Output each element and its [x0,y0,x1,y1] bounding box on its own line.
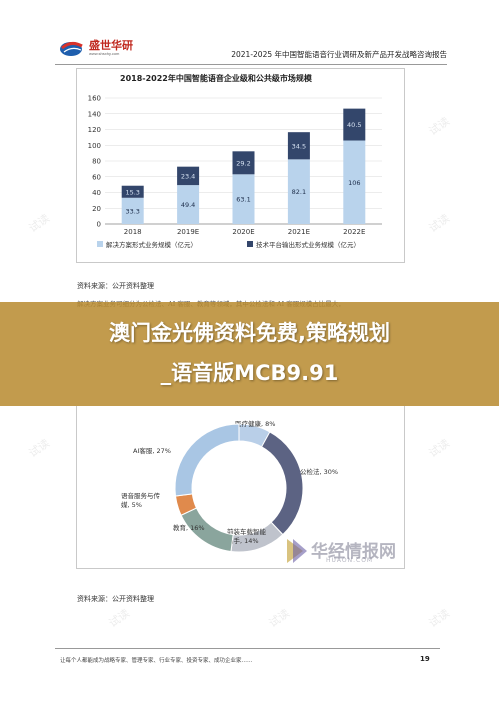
legend-swatch-platform [247,241,253,247]
bar-data-label: 49.4 [181,201,195,209]
y-tick-label: 20 [92,205,101,213]
y-tick-label: 120 [88,126,101,134]
bar-segment-platform [287,132,310,160]
donut-slice [260,431,304,536]
company-logo: 盛世华研 www.shsxhy.com [59,36,169,60]
trial-watermark: 试读 [426,211,453,236]
x-tick-label: 2022E [343,228,365,236]
logo-globe-icon [60,41,83,56]
banner-title-line-1: 澳门金光佛资料免费,策略规划 [109,321,390,345]
banner-title-line-2: _语音版MCB9.91 [160,361,339,385]
logo-name: 盛世华研 [89,39,133,52]
donut-slice-label: 语音服务与传 [121,491,161,500]
source-note-1: 资料来源：公开资料整理 [77,282,154,290]
donut-slice [174,423,240,497]
y-tick-label: 80 [92,158,101,166]
x-tick-label: 2018 [124,228,142,236]
title-banner: 澳门金光佛资料免费,策略规划 _语音版MCB9.91 [0,302,499,406]
donut-slice-label: 助手, 14% [227,536,259,545]
trial-watermark: 试读 [26,436,53,461]
huajing-watermark-en: HUAON.COM [326,557,374,564]
legend-label-solution: 解决方案形式业务规模（亿元） [106,240,197,249]
legend-swatch-solution [97,241,103,247]
bar-segment-platform [343,108,366,141]
bar-segment-solution [232,174,255,224]
page-header: 盛世华研 www.shsxhy.com 2021-2025 年中国智能语音行业调… [55,32,447,70]
donut-slice-label: 公检法, 30% [300,467,338,476]
donut-slice-label: AI客服, 27% [133,446,171,455]
bar-data-label: 106 [348,179,360,187]
logo-url: www.shsxhy.com [89,51,120,56]
bar-data-label: 82.1 [292,188,306,196]
bar-segment-solution [287,159,310,224]
bar-segment-platform [121,185,144,198]
x-tick-label: 2020E [232,228,254,236]
huajing-watermark-cn: 华经情报网 [311,542,396,562]
donut-slice-label: 前装车载智能 [227,527,267,536]
page-number: 19 [420,655,430,663]
trial-watermark: 试读 [426,606,453,631]
y-tick-label: 140 [88,110,101,118]
donut-slice-label: 教育, 16% [173,523,205,532]
y-tick-label: 0 [97,221,101,229]
bar-chart-title: 2018-2022年中国智能语音企业级和公共级市场规模 [120,74,312,83]
donut-slice-label: 医疗健康, 8% [235,419,275,428]
bar-segment-solution [343,140,366,224]
bar-segment-platform [177,166,200,186]
bar-data-label: 15.3 [125,188,139,196]
trial-watermark: 试读 [106,606,133,631]
report-title: 2021-2025 年中国智能语音行业调研及新产品开发战略咨询报告 [231,50,447,59]
trial-watermark: 试读 [26,211,53,236]
bar-segment-solution [121,197,144,224]
y-tick-label: 160 [88,95,101,103]
legend-label-platform: 技术平台输出形式业务规模（亿元） [256,240,360,249]
bar-data-label: 23.4 [181,172,195,180]
bar-data-label: 29.2 [236,159,250,167]
trial-watermark: 试读 [266,606,293,631]
x-tick-label: 2021E [288,228,310,236]
bar-segment-platform [232,151,255,175]
source-note-2: 资料来源：公开资料整理 [77,595,154,603]
bar-data-label: 63.1 [236,196,250,204]
x-tick-label: 2019E [177,228,199,236]
bar-segment-solution [177,185,200,224]
bar-chart: 0 20 40 60 80 100 120 140 160 33.3 15.3 2018 49.4 23.… [88,95,382,249]
y-tick-label: 40 [92,189,101,197]
footer-slogan: 让每个人都能成为战略专家、管理专家、行业专家、投资专家、成功企业家…… [60,658,253,664]
footer-divider [55,648,440,649]
trial-watermark: 试读 [426,436,453,461]
trial-watermark: 试读 [426,114,453,139]
bar-data-label: 40.5 [347,121,361,129]
bar-data-label: 33.3 [125,207,139,215]
bar-data-label: 34.5 [292,142,306,150]
huajing-logo-icon [287,539,307,563]
header-divider [55,64,447,65]
donut-slice-label: 媒, 5% [121,500,142,509]
y-tick-label: 100 [88,142,101,150]
y-tick-label: 60 [92,173,101,181]
